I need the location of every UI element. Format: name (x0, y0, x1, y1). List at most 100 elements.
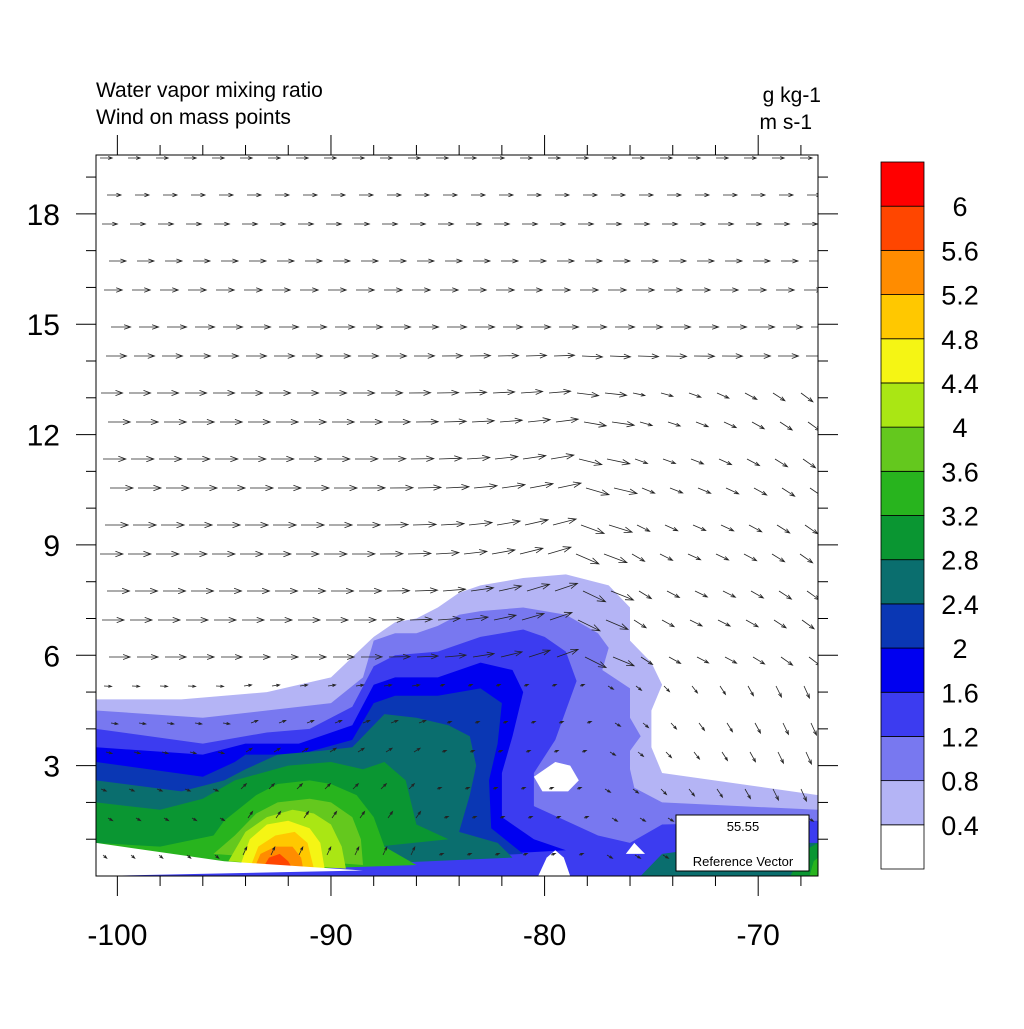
wind-vector-174 (609, 353, 632, 360)
wind-vector-253 (634, 458, 649, 464)
wind-vector-561 (522, 853, 529, 856)
wind-vector-132 (167, 324, 188, 330)
wind-vector-268 (334, 484, 359, 492)
wind-vector-4 (212, 156, 226, 160)
wind-vector-463 (698, 722, 706, 732)
wind-vector-341 (191, 587, 215, 595)
wind-vector-59 (298, 221, 315, 227)
wind-vector-149 (643, 324, 664, 330)
wind-vector-64 (438, 221, 455, 227)
wind-vector-63 (410, 221, 427, 227)
wind-vector-186 (213, 390, 236, 396)
wind-vector-458 (558, 721, 565, 724)
wind-vector-138 (335, 324, 356, 330)
wind-vector-144 (503, 324, 524, 330)
wind-vector-76 (774, 221, 791, 227)
colorbar-box-5 (880, 603, 925, 649)
wind-vector-47 (695, 192, 711, 198)
wind-vector-520 (107, 817, 114, 822)
wind-vector-437 (691, 685, 699, 694)
wind-vector-310 (776, 524, 791, 534)
wind-vector-129 (804, 287, 818, 293)
wind-vector-330 (603, 553, 629, 564)
wind-vector-70 (606, 221, 623, 227)
wind-vector-207 (800, 392, 814, 403)
wind-vector-321 (351, 550, 377, 558)
wind-vector-276 (557, 481, 583, 489)
wind-vector-441 (803, 685, 810, 700)
wind-vector-418 (159, 684, 169, 688)
wind-vector-172 (553, 352, 576, 359)
wind-vector-492 (777, 751, 785, 765)
wind-vector-449 (306, 719, 315, 724)
wind-vector-488 (665, 751, 673, 759)
wind-vector-182 (101, 390, 124, 396)
wind-vector-211 (192, 419, 216, 425)
wind-vector-113 (356, 287, 376, 293)
wind-vector-54 (158, 221, 175, 227)
wind-vector-565 (634, 854, 642, 859)
wind-vector-511 (576, 787, 583, 790)
wind-vector-105 (132, 287, 152, 293)
wind-vector-112 (328, 287, 348, 293)
wind-vector-292 (273, 521, 298, 529)
wind-vector-472 (217, 751, 226, 755)
wind-vector-334 (715, 553, 730, 561)
wind-vector-327 (519, 547, 545, 555)
wind-vector-376 (437, 615, 462, 622)
wind-vector-117 (468, 287, 488, 293)
wind-vector-21 (688, 156, 702, 160)
x-tick-labels: -100 -90 -80 -70 (87, 919, 780, 952)
wind-vector-80 (165, 258, 184, 264)
wind-vector-43 (583, 192, 599, 198)
wind-vector-49 (751, 192, 767, 198)
wind-vector-473 (245, 747, 254, 753)
wind-vector-160 (218, 353, 240, 359)
wind-vector-534 (499, 816, 506, 819)
wind-vector-524 (219, 817, 226, 822)
wind-vector-71 (634, 221, 651, 227)
wind-vector-315 (184, 550, 209, 558)
wind-vector-342 (219, 587, 243, 595)
wind-vector-106 (160, 287, 180, 293)
wind-vector-536 (555, 816, 562, 819)
wind-vector-236 (159, 455, 183, 463)
wind-vector-91 (473, 258, 492, 264)
wind-vector-51 (807, 192, 818, 198)
contour-level-8 (809, 857, 818, 876)
wind-vector-462 (670, 722, 678, 730)
wind-vector-56 (214, 221, 231, 227)
colorbar-box-13 (880, 249, 925, 295)
wind-vector-14 (492, 156, 506, 160)
wind-vector-353 (526, 583, 551, 592)
wind-vector-317 (240, 550, 265, 558)
wind-vector-189 (297, 390, 320, 396)
wind-vector-159 (190, 353, 212, 359)
wind-vector-456 (502, 721, 509, 724)
x-tick-label: -80 (523, 919, 566, 952)
wind-vector-328 (547, 546, 573, 555)
wind-vector-188 (269, 390, 292, 396)
wind-vector-566 (662, 854, 670, 859)
wind-vector-176 (665, 353, 688, 360)
wind-vector-180 (778, 353, 800, 359)
wind-vector-281 (697, 487, 712, 494)
wind-vector-399 (360, 654, 384, 660)
wind-vector-311 (804, 524, 818, 535)
wind-vector-259 (802, 458, 817, 469)
wind-vector-123 (636, 287, 656, 293)
wind-vector-338 (107, 587, 131, 595)
wind-vector-210 (164, 419, 188, 425)
wind-vector-130 (111, 324, 132, 330)
wind-vector-432 (551, 684, 558, 687)
colorbar-label: 2 (952, 634, 967, 664)
wind-vector-282 (725, 487, 740, 495)
wind-vector-361 (750, 590, 765, 599)
wind-vector-424 (327, 683, 337, 687)
wind-vector-416 (103, 684, 113, 688)
wind-vector-61 (354, 221, 371, 227)
wind-vector-248 (494, 454, 519, 461)
wind-vector-181 (806, 355, 818, 357)
unit-line-2: m s-1 (760, 111, 813, 134)
wind-vector-87 (361, 258, 380, 264)
